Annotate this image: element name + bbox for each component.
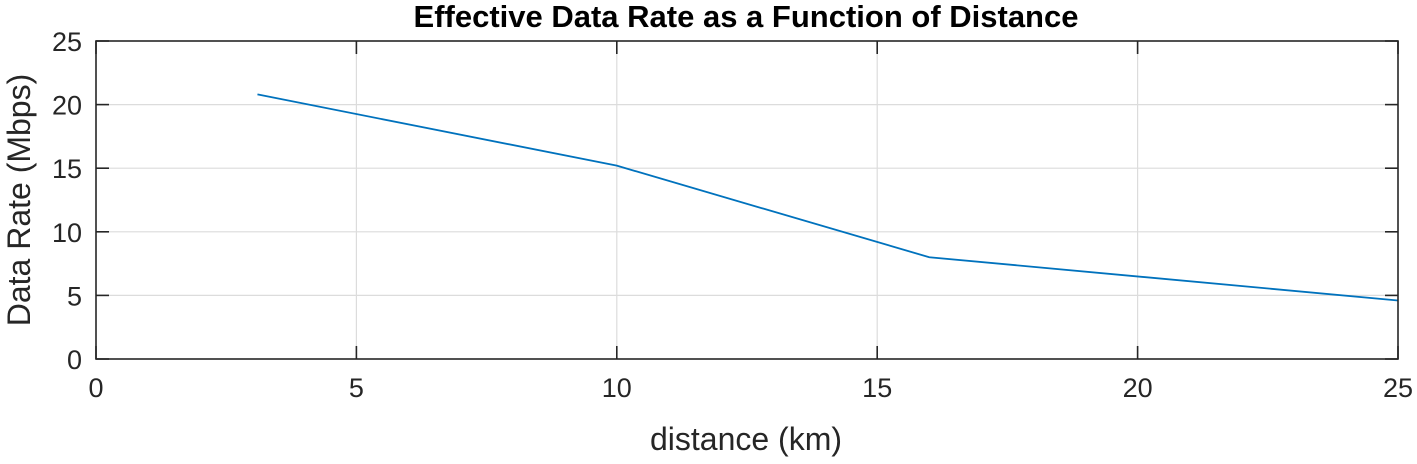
y-tick-label: 20: [52, 91, 82, 121]
x-tick-label: 15: [862, 373, 892, 403]
axes-box: [95, 40, 1399, 360]
x-tick-label: 10: [602, 373, 632, 403]
y-tick-label: 10: [52, 218, 82, 248]
x-tick-label: 0: [88, 373, 103, 403]
ticks-layer: 0 5 10 15 20 25 0 5 10 15 20 25: [52, 27, 1413, 403]
x-axis-label: distance (km): [650, 421, 842, 457]
y-tick-label: 5: [67, 281, 82, 311]
series-line: [257, 93, 1399, 302]
series-layer: [257, 93, 1399, 302]
y-axis-label: Data Rate (Mbps): [1, 74, 37, 327]
x-tick-label: 20: [1123, 373, 1153, 403]
grid-layer: [96, 41, 1398, 359]
x-tick-label: 25: [1383, 373, 1413, 403]
y-tick-label: 15: [52, 154, 82, 184]
chart-title: Effective Data Rate as a Function of Dis…: [414, 0, 1079, 34]
y-tick-label: 25: [52, 27, 82, 57]
x-tick-label: 5: [349, 373, 364, 403]
y-tick-label: 0: [67, 345, 82, 375]
axes-layer: [95, 40, 1399, 360]
